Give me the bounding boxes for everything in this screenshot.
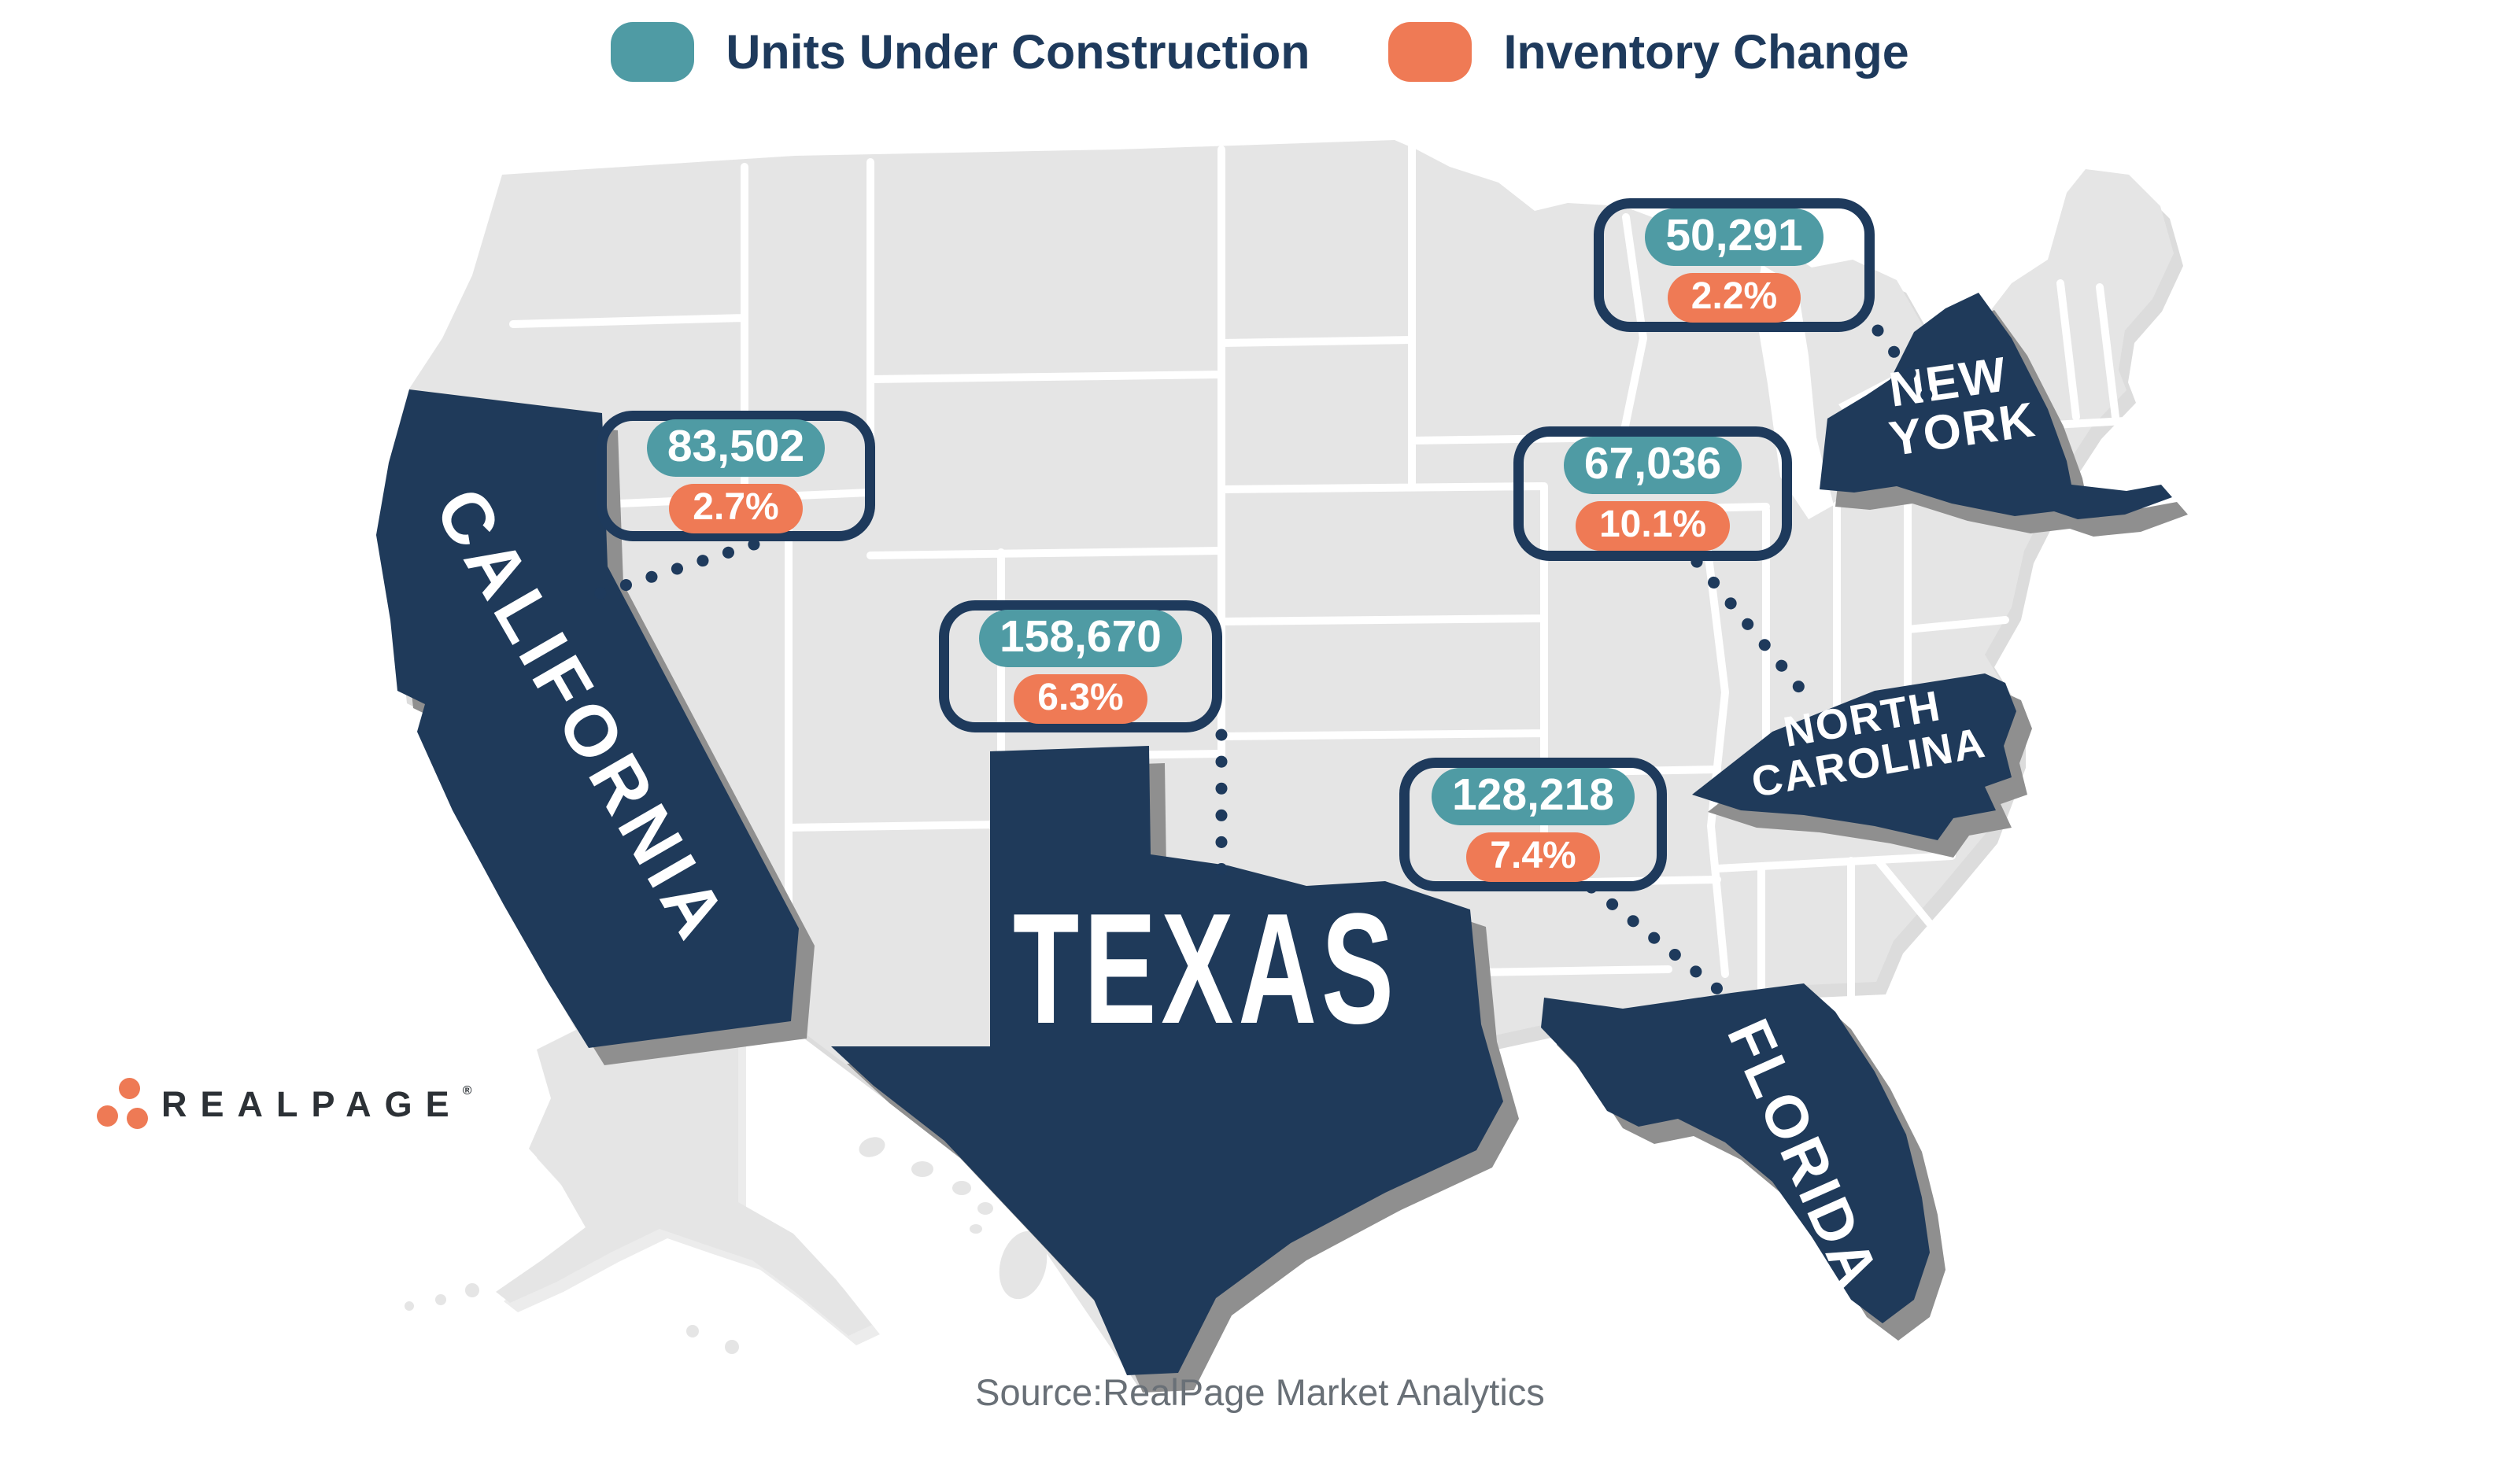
north-carolina-units-value: 67,036 — [1563, 437, 1742, 494]
realpage-logo: REALPAGE® — [83, 1064, 492, 1150]
connector-florida — [1585, 881, 1735, 1004]
new-york-change-value: 2.2% — [1667, 272, 1801, 323]
logo-text: REALPAGE — [161, 1084, 463, 1124]
logo-dot-icon — [119, 1078, 140, 1099]
california-units-value: 83,502 — [646, 419, 826, 477]
logo-dot-icon — [97, 1105, 118, 1127]
callout-florida: 128,218 7.4% — [1399, 758, 1667, 891]
callout-north-carolina: 67,036 10.1% — [1513, 426, 1792, 561]
legend-label-units: Units Under Construction — [726, 25, 1310, 79]
north-carolina-change-value: 10.1% — [1575, 501, 1731, 551]
legend-item-inventory: Inventory Change — [1388, 22, 1909, 82]
connector-california — [584, 538, 760, 603]
florida-change-value: 7.4% — [1466, 832, 1600, 882]
texas-label: TEXAS — [1013, 881, 1399, 1057]
connector-north-carolina — [1690, 555, 1821, 713]
texas-change-value: 6.3% — [1014, 673, 1147, 724]
source-text: Source:RealPage Market Analytics — [975, 1371, 1545, 1413]
legend: Units Under Construction Inventory Chang… — [0, 22, 2520, 82]
new-york-label: NEW YORK — [1879, 345, 2040, 467]
callout-new-york: 50,291 2.2% — [1594, 198, 1875, 332]
callout-california: 83,502 2.7% — [597, 411, 875, 541]
units-under-construction-swatch-icon — [611, 22, 695, 82]
new-york-units-value: 50,291 — [1645, 208, 1823, 266]
texas-units-value: 158,670 — [978, 609, 1183, 667]
callout-texas: 158,670 6.3% — [939, 600, 1222, 732]
logo-dot-icon — [127, 1108, 148, 1129]
legend-label-inventory: Inventory Change — [1503, 25, 1909, 79]
california-change-value: 2.7% — [669, 483, 803, 533]
alaska — [405, 1001, 880, 1354]
florida-units-value: 128,218 — [1431, 767, 1635, 825]
legend-item-units: Units Under Construction — [611, 22, 1310, 82]
callout-connectors — [584, 324, 1933, 1004]
inventory-change-swatch-icon — [1388, 22, 1472, 82]
registered-mark: ® — [462, 1084, 472, 1098]
hawaii-islands — [859, 1137, 1048, 1300]
